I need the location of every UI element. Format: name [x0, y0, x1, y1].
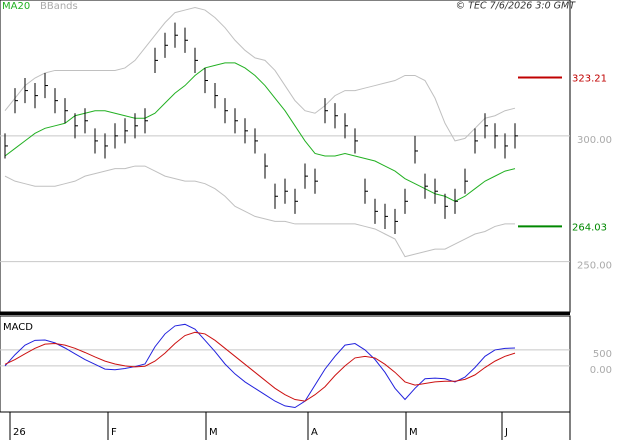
x-tick-label: M [209, 427, 218, 438]
macd-panel [0, 315, 571, 413]
x-tick-label: J [504, 427, 508, 438]
band-lower [4, 165, 515, 258]
credit: © TEC 7/6/2026 3:0 GMT [456, 1, 577, 12]
x-tick-label: M [409, 427, 418, 438]
legend-ma20: MA20 [2, 1, 30, 12]
y-tick-label: 0.00 [590, 365, 612, 376]
legend-bbands: BBands [40, 1, 78, 12]
x-tick-label: F [111, 427, 117, 438]
price-panel [0, 0, 571, 313]
y-tick-label: 250.00 [577, 261, 612, 272]
level-label: 264.03 [572, 222, 607, 233]
y-tick-label: 500 [593, 349, 612, 360]
band-upper [4, 7, 516, 142]
y-tick-label: 300.00 [577, 135, 612, 146]
level-label: 323.21 [572, 73, 607, 84]
x-tick-label: A [311, 427, 318, 438]
x-tick-label: 26 [13, 427, 26, 438]
macd-title: MACD [3, 322, 33, 333]
ma20-line [4, 62, 516, 202]
macd-line [4, 323, 516, 409]
macd-line [4, 331, 516, 402]
